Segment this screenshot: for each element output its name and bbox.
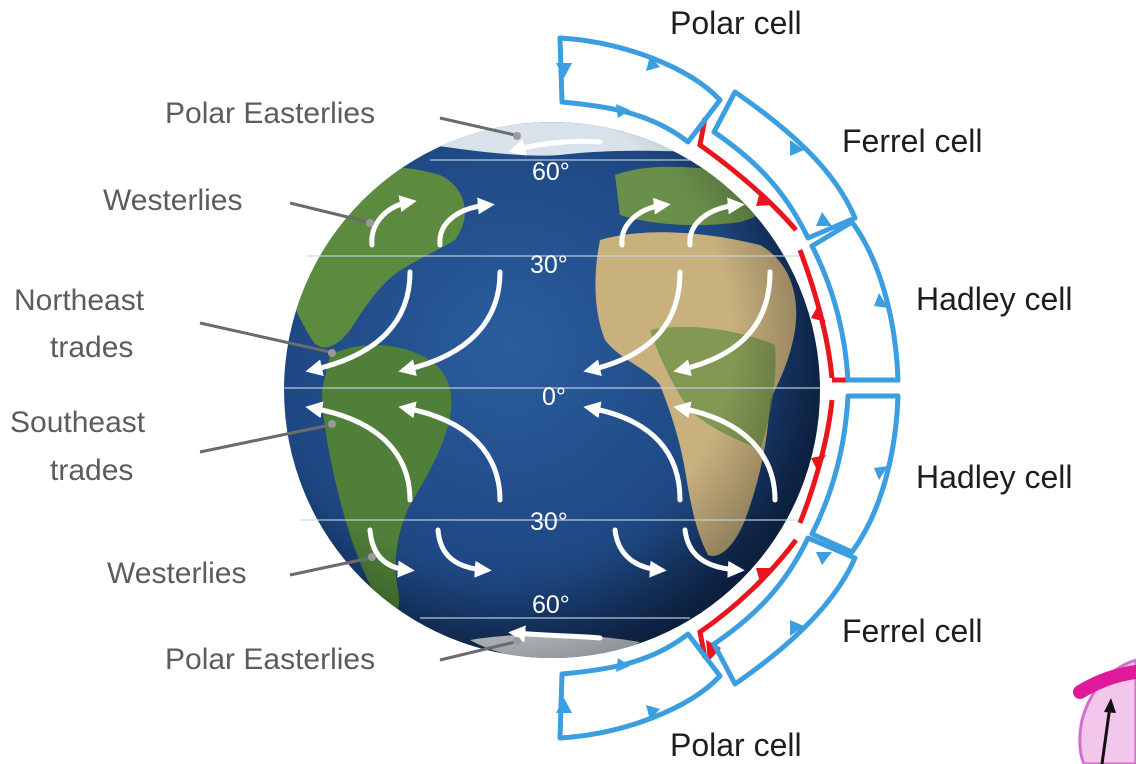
latitude-label-60n: 60° [532, 158, 570, 186]
ferrel-cell-south-arrow-a [816, 552, 832, 565]
black-arrow-head [1104, 698, 1116, 713]
surface-flow-north-ferrel [697, 117, 798, 232]
leader-dot [328, 349, 336, 357]
label-ferrel-cell-north: Ferrel cell [842, 123, 982, 159]
westerly-arrow-n4 [687, 197, 745, 248]
westerly-arrow-n1 [369, 195, 417, 248]
polar-cell-north-arrow-c [616, 104, 630, 118]
label-polar-easterlies-south: Polar Easterlies [165, 643, 375, 676]
label-southeast-trades-line1: Southeast [10, 406, 146, 439]
label-polar-easterlies-north: Polar Easterlies [165, 97, 375, 130]
globe: 60° 30° 0° 30° 60° [284, 122, 820, 658]
ferrel-cell-north-arrow-b [816, 212, 832, 226]
leader-westerlies-north [289, 201, 369, 224]
latitude-label-equator: 0° [542, 383, 566, 411]
westerly-arrow-s1 [367, 527, 415, 578]
label-northeast-trades-line2: trades [50, 331, 133, 364]
leader-dot [368, 553, 376, 561]
se-trade-arrow-4 [673, 401, 778, 503]
label-southeast-trades-line2: trades [50, 454, 133, 487]
westerly-arrow-s2 [435, 527, 492, 578]
westerly-arrow-n3 [619, 197, 671, 248]
ferrel-cell-north-arrow-a [790, 140, 804, 156]
magenta-band [1073, 665, 1136, 699]
leader-northeast-trades [199, 321, 331, 354]
surface-wind-arrows [305, 138, 778, 643]
westerly-arrow-s4 [682, 527, 745, 578]
black-arrow [1100, 705, 1112, 764]
ferrel-cell-north-box [711, 89, 858, 241]
polar-cell-north-arrow-a [556, 63, 572, 78]
ferrel-cell-south-arrow-b [790, 620, 804, 636]
westerly-arrow-n2 [437, 197, 495, 248]
polar-easterly-arrow-north [508, 138, 603, 156]
label-hadley-cell-north: Hadley cell [916, 281, 1073, 317]
leader-southeast-trades [199, 423, 331, 454]
label-hadley-cell-south: Hadley cell [916, 459, 1073, 495]
label-polar-cell-south: Polar cell [670, 727, 802, 763]
label-northeast-trades-line1: Northeast [14, 284, 145, 317]
red-arrow-4 [756, 568, 772, 582]
hadley-cell-south-box [809, 393, 901, 555]
red-arrow-2 [811, 307, 826, 322]
red-arrow-1 [756, 192, 772, 206]
label-polar-cell-north: Polar cell [670, 5, 802, 41]
leader-dot [513, 132, 521, 140]
leader-westerlies-south [289, 556, 371, 577]
ferrel-cell-south-box [711, 535, 858, 687]
latitude-label-30n: 30° [530, 251, 568, 279]
label-leaders [199, 116, 521, 662]
se-trade-arrow-3 [583, 401, 683, 503]
ne-trade-arrow-4 [673, 269, 773, 376]
polar-cell-south-arrow-c [646, 705, 660, 720]
hadley-cell-north-box [809, 219, 901, 383]
hadley-cell-south-arrow-a [874, 466, 888, 480]
leader-dot [366, 219, 374, 227]
label-westerlies-south: Westerlies [107, 557, 246, 590]
leader-dot [513, 637, 521, 645]
se-trade-arrow-1 [305, 401, 413, 503]
se-trade-arrow-2 [398, 401, 503, 503]
ne-trade-arrow-1 [305, 269, 413, 377]
latitude-label-60s: 60° [532, 591, 570, 619]
polar-cell-south-arrow-b [616, 658, 630, 672]
leader-dot [328, 420, 336, 428]
leader-polar-easterlies-north [439, 116, 516, 137]
surface-flow-south-ferrel [697, 538, 799, 659]
ne-trade-arrow-3 [583, 269, 683, 376]
polar-cell-north-arrow-b [646, 56, 660, 71]
polar-cell-south-box [557, 631, 723, 741]
westerly-arrow-s3 [612, 527, 667, 578]
corner-decoration [1073, 658, 1136, 764]
circulation-cells [556, 35, 901, 741]
latitude-label-30s: 30° [530, 508, 568, 536]
polar-easterly-arrow-south [508, 625, 603, 643]
polar-cell-south-arrow-a [556, 698, 572, 713]
red-arrow-3 [811, 455, 826, 470]
leader-polar-easterlies-south [439, 640, 516, 662]
label-ferrel-cell-south: Ferrel cell [842, 613, 982, 649]
polar-cell-north-box [557, 35, 723, 145]
hadley-cell-north-arrow-a [874, 293, 888, 308]
red-arrow-5 [706, 640, 721, 662]
ne-trade-arrow-2 [398, 269, 503, 376]
label-westerlies-north: Westerlies [103, 184, 242, 217]
